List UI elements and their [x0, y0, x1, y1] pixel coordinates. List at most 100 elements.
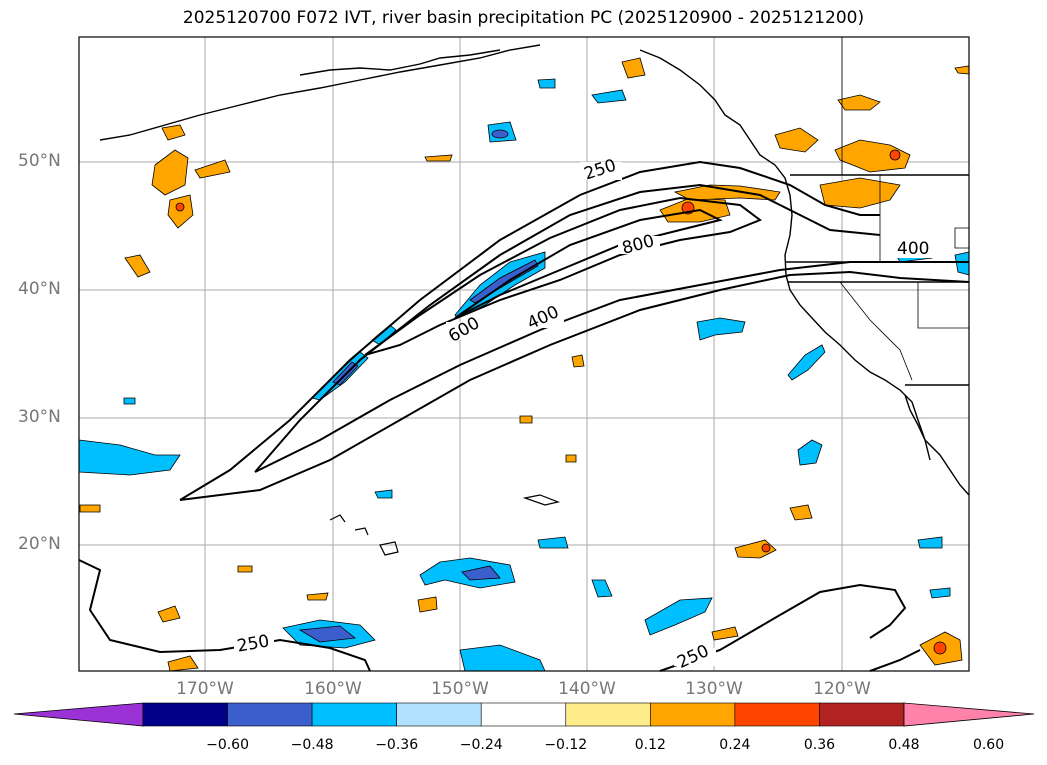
- patch-positive-core: [889, 149, 901, 161]
- patch-negative: [591, 89, 627, 104]
- lon-label-160w: 160°W: [304, 679, 362, 699]
- lat-label-30n: 30°N: [18, 407, 61, 427]
- colorbar-tick-label: 0.48: [888, 737, 920, 753]
- negative-anomaly-patches: [78, 78, 970, 672]
- coastline-aleutians: [99, 44, 541, 141]
- colorbar-box: [565, 702, 651, 727]
- colorbar-tick-label: −0.60: [206, 737, 249, 753]
- colorbar-box: [819, 702, 905, 727]
- lon-label-140w: 140°W: [558, 679, 616, 699]
- patch-positive: [519, 415, 533, 424]
- hawaii-island: [329, 514, 346, 523]
- colorbar-tick-label: 0.24: [719, 737, 751, 753]
- patch-positive-core: [761, 543, 771, 553]
- colorbar-box: [480, 702, 567, 727]
- patch-positive: [167, 655, 199, 672]
- patch-negative-core: [461, 565, 501, 581]
- patch-positive-core: [933, 641, 947, 655]
- colorbar-tick-label: −0.36: [375, 737, 419, 753]
- contour-600: [364, 196, 763, 356]
- patch-negative: [644, 597, 713, 636]
- contour-400-outer: [254, 183, 881, 473]
- lon-label-150w: 150°W: [431, 679, 489, 699]
- patch-negative: [797, 439, 823, 466]
- lon-label-120w: 120°W: [813, 679, 871, 699]
- contour-800: [454, 208, 723, 319]
- patch-negative: [787, 344, 826, 381]
- patch-negative: [459, 644, 546, 672]
- contour-label-backgrounds: [234, 162, 935, 666]
- island: [522, 494, 561, 506]
- contour-250-outer: [179, 160, 880, 501]
- patch-positive: [571, 354, 585, 368]
- patch-positive: [194, 159, 231, 179]
- lat-label-40n: 40°N: [18, 279, 61, 299]
- lat-label-20n: 20°N: [18, 534, 61, 554]
- contour-250-south: [179, 270, 970, 501]
- colorbar-tick-label: 0.60: [972, 737, 1005, 753]
- patch-negative: [537, 536, 569, 549]
- patch-positive: [167, 194, 194, 229]
- patch-positive: [837, 94, 881, 111]
- contour-250-se: [659, 583, 907, 672]
- patch-positive: [834, 139, 911, 173]
- colorbar: [13, 702, 1035, 727]
- lon-label-130w: 130°W: [685, 679, 743, 699]
- islands: [329, 494, 561, 556]
- lat-label-50n: 50°N: [18, 151, 61, 171]
- colorbar-tick-label: −0.24: [459, 737, 503, 753]
- patch-positive: [621, 57, 646, 79]
- contour-label-400-east: 400: [897, 239, 930, 259]
- patch-positive-core: [175, 202, 185, 212]
- colorbar-tick-label: 0.36: [803, 737, 836, 753]
- patch-positive: [711, 626, 739, 641]
- colorbar-boxes: [142, 702, 905, 727]
- patch-positive: [424, 154, 453, 162]
- state-lines: [839, 37, 970, 381]
- contour-400-south: [254, 261, 969, 473]
- patch-positive: [161, 124, 186, 141]
- patch-positive: [565, 454, 577, 463]
- hawaii-island: [354, 527, 369, 536]
- patch-positive: [789, 504, 813, 521]
- patch-negative: [78, 439, 181, 476]
- colorbar-extend-min: [13, 702, 144, 727]
- contour-250-se-inner: [869, 649, 921, 672]
- patch-positive: [237, 565, 253, 573]
- colorbar-box: [142, 702, 228, 727]
- patch-negative: [917, 536, 943, 549]
- coastline-alaska-south: [299, 49, 501, 76]
- contour-250-sw: [78, 559, 371, 672]
- colorbar-box: [311, 702, 397, 727]
- colorbar-box: [396, 702, 482, 727]
- patch-positive: [774, 127, 819, 153]
- patch-positive: [157, 605, 181, 623]
- colorbar-box: [650, 702, 736, 727]
- patch-positive: [151, 149, 189, 196]
- patch-negative: [123, 397, 136, 405]
- colorbar-extend-max: [903, 702, 1035, 727]
- coastline-baja: [904, 394, 931, 461]
- patch-negative: [537, 78, 556, 89]
- colorbar-tick-label: −0.12: [544, 737, 588, 753]
- hawaii-island: [379, 541, 399, 556]
- coastline-california: [784, 254, 970, 496]
- colorbar-tick-label: 0.12: [634, 737, 666, 753]
- patch-negative-core: [298, 625, 357, 643]
- colorbar-box: [227, 702, 313, 727]
- patch-positive: [79, 504, 101, 513]
- coastline-bc: [639, 49, 793, 256]
- patch-negative: [591, 579, 613, 598]
- ivt-contours: [78, 160, 970, 672]
- map-title: 2025120700 F072 IVT, river basin precipi…: [182, 8, 865, 28]
- patch-positive: [124, 254, 151, 278]
- colorbar-tick-label: −0.48: [290, 737, 334, 753]
- colorbar-box: [734, 702, 820, 727]
- patch-negative: [929, 587, 951, 599]
- patch-positive: [417, 596, 438, 613]
- patch-negative-core: [491, 129, 509, 139]
- patch-positive: [306, 592, 329, 601]
- lon-label-170w: 170°W: [176, 679, 234, 699]
- patch-negative: [696, 317, 746, 341]
